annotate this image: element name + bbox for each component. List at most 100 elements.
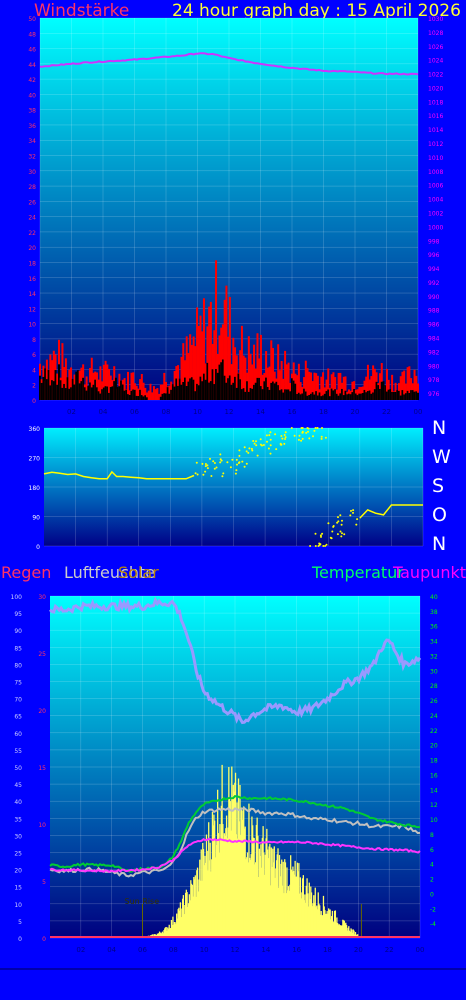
temperature-tick-label: 34	[430, 639, 438, 646]
direction-point	[355, 523, 358, 526]
direction-point	[267, 447, 270, 450]
direction-point	[324, 545, 327, 547]
direction-point	[301, 437, 304, 440]
direction-point	[339, 514, 342, 517]
temperature-tick-label: 30	[430, 668, 438, 675]
direction-point	[238, 449, 241, 452]
direction-line	[359, 504, 423, 519]
direction-point	[229, 466, 232, 469]
direction-point	[329, 536, 332, 539]
temperature-tick-label: 14	[430, 787, 438, 794]
direction-point	[322, 545, 325, 547]
pressure-tick-label: 1026	[428, 44, 443, 51]
direction-point	[307, 427, 310, 430]
direction-point	[284, 438, 287, 440]
direction-point	[341, 532, 343, 535]
wind-tick-label: 8	[32, 337, 36, 344]
wind-tick-label: 18	[28, 260, 36, 267]
direction-point	[284, 436, 287, 439]
direction-point	[297, 438, 300, 441]
wind-tick-label: 0	[32, 398, 36, 405]
wind-tick-label: 32	[28, 154, 36, 161]
humidity-tick-label: 75	[14, 680, 22, 687]
x-tick-label: 10	[200, 946, 209, 954]
direction-point	[318, 542, 321, 545]
direction-point	[320, 435, 323, 438]
direction-point	[300, 439, 303, 442]
direction-point	[319, 534, 322, 537]
humidity-tick-label: 10	[14, 902, 22, 909]
direction-point	[321, 427, 323, 429]
direction-tick-label: 90	[32, 515, 40, 522]
humidity-tick-label: 65	[14, 714, 22, 721]
x-tick-label: 10	[193, 408, 202, 416]
pressure-tick-label: 984	[428, 335, 440, 342]
temperature-tick-label: 36	[430, 624, 438, 631]
wind-tick-label: 28	[28, 184, 36, 191]
humidity-legend: Luftfeuchte	[64, 563, 156, 582]
direction-point	[219, 461, 222, 464]
direction-point	[238, 454, 241, 457]
temperature-tick-label: 24	[430, 713, 438, 720]
wind-tick-label: 14	[28, 291, 36, 298]
rain-tick-label: 0	[42, 936, 46, 943]
pressure-tick-label: 1014	[428, 127, 443, 134]
direction-point	[206, 464, 209, 467]
direction-point	[325, 543, 328, 546]
temperature-tick-label: 26	[430, 698, 438, 705]
x-tick-label: 16	[292, 946, 301, 954]
temperature-tick-label: 18	[430, 758, 438, 765]
direction-point	[259, 438, 262, 441]
direction-point	[284, 431, 287, 434]
direction-point	[283, 434, 286, 436]
compass-s: S	[432, 475, 445, 497]
rain-tick-label: 20	[38, 708, 46, 715]
x-tick-label: 20	[351, 408, 360, 416]
pressure-tick-label: 998	[428, 238, 440, 245]
direction-point	[250, 447, 253, 450]
pressure-tick-label: 1018	[428, 99, 443, 106]
direction-point	[280, 443, 283, 446]
direction-point	[253, 442, 256, 445]
direction-point	[202, 473, 205, 476]
direction-point	[314, 545, 317, 547]
wind-tick-label: 48	[28, 31, 36, 38]
pressure-tick-label: 1002	[428, 210, 443, 217]
rain-tick-label: 10	[38, 822, 46, 829]
direction-point	[340, 523, 343, 526]
x-tick-label: 02	[67, 408, 76, 416]
direction-point	[234, 472, 237, 475]
pressure-tick-label: 994	[428, 266, 440, 273]
direction-tick-label: 0	[36, 544, 40, 551]
direction-point	[356, 518, 359, 521]
temperature-tick-label: 12	[430, 802, 438, 809]
direction-point	[243, 446, 246, 449]
pressure-tick-label: 986	[428, 322, 440, 329]
pressure-tick-label: 1022	[428, 72, 443, 79]
x-tick-label: 14	[256, 408, 265, 416]
direction-point	[307, 430, 309, 433]
wind-tick-label: 22	[28, 230, 36, 237]
direction-tick-label: 180	[29, 485, 41, 492]
direction-point	[231, 458, 234, 461]
direction-background	[44, 428, 423, 546]
direction-point	[341, 519, 343, 522]
weather-panel: 0510152025303540455055606570758085909510…	[11, 594, 438, 954]
direction-point	[352, 511, 354, 514]
humidity-tick-label: 85	[14, 645, 22, 652]
direction-point	[210, 475, 213, 477]
direction-point	[309, 545, 312, 547]
direction-point	[215, 466, 218, 469]
humidity-tick-label: 5	[18, 919, 22, 926]
humidity-tick-label: 20	[14, 868, 22, 875]
rain-tick-label: 25	[38, 651, 46, 658]
wind-tick-label: 44	[28, 62, 36, 69]
direction-point	[245, 450, 248, 453]
x-tick-label: 12	[225, 408, 234, 416]
direction-point	[337, 516, 339, 519]
wind-tick-label: 6	[32, 352, 36, 359]
wind-bars	[39, 260, 419, 400]
direction-point	[280, 435, 283, 437]
direction-point	[226, 461, 229, 464]
direction-point	[209, 457, 211, 460]
